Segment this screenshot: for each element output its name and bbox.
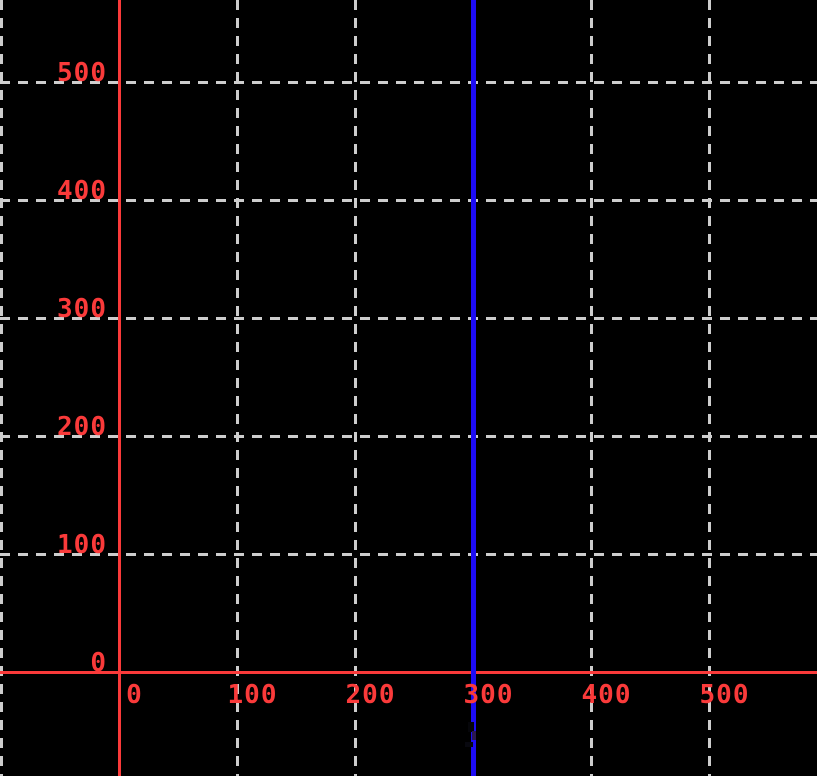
x-tick-label-100: 100 bbox=[227, 680, 278, 710]
y-tick-label-500: 500 bbox=[57, 57, 107, 88]
x-tick-label-500: 500 bbox=[699, 680, 750, 710]
x-tick-label-200: 200 bbox=[345, 680, 396, 710]
y-axis bbox=[118, 0, 121, 776]
gridline-horizontal-200 bbox=[0, 435, 817, 438]
y-tick-label-0: 0 bbox=[90, 647, 107, 678]
gridline-horizontal-400 bbox=[0, 199, 817, 202]
gridline-vertical-400 bbox=[590, 0, 593, 776]
cursor-artifact-part bbox=[472, 731, 476, 740]
y-tick-label-100: 100 bbox=[57, 529, 107, 560]
gridline-vertical--100 bbox=[0, 0, 3, 776]
cursor-artifact-part bbox=[465, 742, 473, 747]
gridline-horizontal-300 bbox=[0, 317, 817, 320]
gridline-vertical-500 bbox=[708, 0, 711, 776]
y-tick-label-300: 300 bbox=[57, 293, 107, 324]
gridline-vertical-200 bbox=[354, 0, 357, 776]
x-tick-label-0: 0 bbox=[126, 680, 143, 710]
vertical-marker-line bbox=[471, 0, 476, 776]
gridline-vertical-100 bbox=[236, 0, 239, 776]
y-tick-label-400: 400 bbox=[57, 175, 107, 206]
x-tick-label-300: 300 bbox=[463, 680, 514, 710]
gridline-horizontal-500 bbox=[0, 81, 817, 84]
x-axis bbox=[0, 671, 817, 674]
y-tick-label-200: 200 bbox=[57, 411, 107, 442]
gridline-horizontal-100 bbox=[0, 553, 817, 556]
x-tick-label-400: 400 bbox=[581, 680, 632, 710]
cursor-artifact-part bbox=[468, 722, 474, 732]
